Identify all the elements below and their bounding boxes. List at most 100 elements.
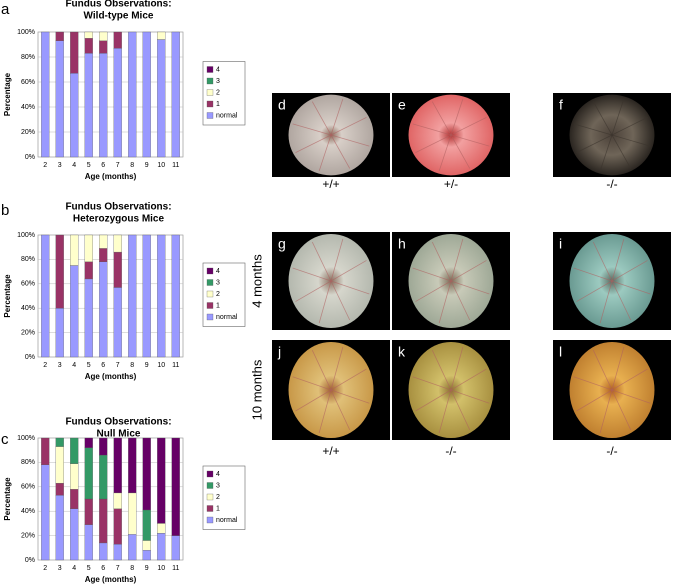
bar-segment (113, 508, 122, 545)
panel-label: a (1, 1, 10, 18)
x-tick-label: 11 (172, 565, 179, 572)
vessel (292, 376, 332, 391)
chart-title: Fundus Observations: (65, 417, 171, 428)
legend-swatch (206, 290, 214, 298)
y-tick-label: 60% (21, 79, 35, 86)
vessel (330, 134, 351, 169)
legend-swatch (206, 279, 214, 286)
bar-segment (99, 454, 108, 500)
y-axis-label: Percentage (3, 274, 12, 318)
vessel (611, 280, 651, 295)
legend-swatch (206, 493, 214, 501)
vessel (611, 389, 632, 430)
legend-label: 3 (216, 482, 220, 489)
legend-label: 2 (216, 291, 220, 298)
bar-segment (84, 437, 93, 448)
vessel (592, 350, 613, 391)
legend-swatch (206, 66, 214, 73)
vessel (318, 389, 332, 434)
legend-swatch (206, 89, 214, 96)
legend-label: 4 (216, 471, 220, 478)
bar-segment (99, 261, 108, 358)
x-tick-label: 2 (43, 362, 47, 369)
chart-title: Fundus Observations: (65, 0, 171, 10)
photo-letter: j (277, 344, 281, 360)
bar-segment (55, 40, 64, 158)
x-tick-label: 3 (58, 362, 62, 369)
vessel (311, 241, 332, 282)
bar-segment (84, 38, 93, 54)
y-tick-label: 60% (21, 484, 35, 491)
vessel (431, 101, 452, 136)
vessel (450, 280, 471, 321)
bar-segment (84, 447, 93, 500)
x-axis-label: Age (months) (85, 172, 137, 181)
bar-segment (113, 543, 122, 561)
bar-segment (142, 31, 151, 158)
bar-segment (84, 524, 93, 561)
legend-label: 4 (216, 268, 220, 275)
vessel (330, 368, 367, 391)
legend-label: 1 (216, 302, 220, 309)
bar-segment (113, 31, 122, 49)
vessel (450, 280, 490, 295)
x-tick-label: 8 (130, 362, 134, 369)
bar-segment (55, 437, 64, 447)
row-label: 4 months (249, 254, 264, 308)
bar-segment (128, 234, 137, 358)
bar-segment (142, 509, 151, 541)
vessel (450, 238, 464, 282)
x-tick-label: 2 (43, 162, 47, 169)
bar-segment (70, 31, 79, 74)
y-tick-label: 80% (21, 459, 35, 466)
vessel (330, 117, 367, 136)
vessel (330, 134, 370, 147)
charts: Fundus Observations:Wild-type Mice0%20%4… (1, 0, 246, 584)
x-tick-label: 10 (157, 162, 165, 169)
vessel (431, 350, 452, 391)
bar-segment (113, 251, 122, 288)
bar-segment (171, 31, 180, 158)
vessel (611, 117, 648, 136)
bar-segment (70, 73, 79, 158)
genotype-label: -/- (606, 177, 617, 191)
x-axis-label: Age (months) (85, 372, 137, 381)
vessel (311, 101, 332, 136)
bar-segment (41, 464, 50, 561)
photo-letter: l (559, 344, 562, 360)
bar-segment (142, 540, 151, 551)
y-tick-label: 100% (17, 29, 35, 36)
vessel (438, 134, 452, 172)
vessel (576, 389, 613, 412)
vessel (412, 123, 452, 136)
genotype-label: -/- (445, 444, 456, 458)
x-tick-label: 7 (116, 565, 120, 572)
bar-segment (41, 437, 50, 465)
y-tick-label: 40% (21, 508, 35, 515)
legend-swatch (206, 77, 214, 85)
legend-label: normal (216, 517, 238, 524)
vessel (412, 376, 452, 391)
vessel (611, 98, 625, 136)
legend-swatch (206, 505, 214, 512)
vessel (576, 134, 613, 153)
bar-segment (113, 437, 122, 494)
vessel (450, 134, 471, 169)
legend-swatch (206, 482, 214, 489)
x-tick-label: 3 (58, 162, 62, 169)
row-label: 10 months (249, 359, 264, 420)
y-tick-label: 80% (21, 256, 35, 263)
photo-letter: d (278, 97, 286, 113)
bar-segment (55, 234, 64, 309)
legend-label: 2 (216, 494, 220, 501)
chart-subtitle: Wild-type Mice (84, 11, 154, 22)
bar-segment (41, 234, 50, 358)
bar-segment (70, 437, 79, 464)
vessel (438, 389, 452, 434)
bar-segment (70, 508, 79, 561)
vessel (415, 280, 452, 302)
y-tick-label: 100% (17, 232, 35, 239)
vessel (292, 123, 332, 136)
vessel (611, 280, 632, 321)
vessel (599, 280, 613, 324)
